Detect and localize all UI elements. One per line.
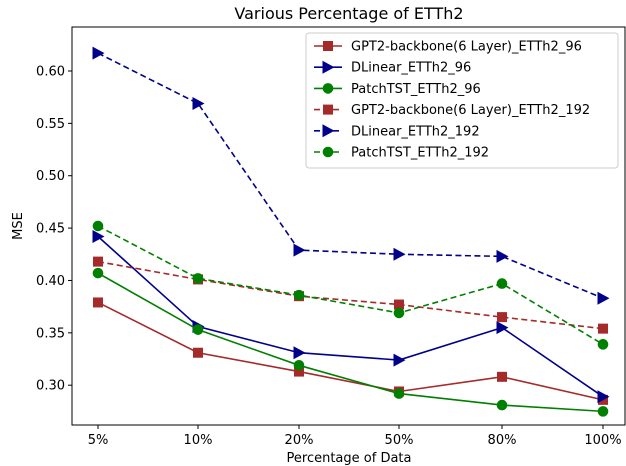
legend-item: PatchTST_ETTh2_96	[314, 82, 481, 97]
data-point	[497, 312, 507, 323]
data-point	[496, 321, 509, 335]
legend-item: GPT2-backbone(6 Layer)_ETTh2_96	[314, 40, 582, 55]
data-point	[394, 299, 404, 310]
data-point	[293, 243, 306, 257]
legend-item: GPT2-backbone(6 Layer)_ETTh2_192	[314, 103, 590, 118]
data-point	[597, 390, 610, 404]
data-point	[92, 220, 104, 232]
y-tick-label: 0.45	[36, 222, 65, 237]
data-point	[496, 399, 508, 411]
y-tick-label: 0.55	[36, 117, 65, 132]
data-point	[497, 371, 507, 382]
legend-marker	[322, 83, 334, 94]
series-3	[92, 267, 609, 417]
data-point	[393, 388, 405, 399]
x-axis: 5% 10% 20% 50% 80% 100%	[88, 425, 622, 448]
legend-item: DLinear_ETTh2_192	[314, 124, 480, 139]
y-tick-label: 0.30	[36, 379, 65, 394]
y-axis-label: MSE	[11, 212, 26, 240]
data-point	[393, 307, 405, 319]
data-point	[294, 366, 304, 377]
x-tick-label: 10%	[184, 433, 213, 448]
series-line	[97, 235, 604, 398]
legend-frame	[305, 32, 619, 169]
series-6	[92, 220, 609, 350]
data-point	[597, 406, 609, 417]
y-axis: 0.30 0.35 0.40 0.45 0.50 0.55 0.60	[36, 64, 72, 394]
data-point	[92, 267, 104, 279]
legend-marker	[322, 60, 335, 74]
data-point	[192, 273, 204, 284]
series-5	[92, 46, 610, 305]
series-line	[97, 225, 604, 346]
series-line	[97, 260, 604, 330]
series-layer	[92, 46, 610, 417]
legend-label: GPT2-backbone(6 Layer)_ETTh2_192	[351, 103, 590, 118]
data-point	[93, 297, 103, 308]
data-point	[293, 360, 305, 371]
legend-marker	[322, 124, 335, 138]
data-point	[293, 289, 305, 301]
legend-marker	[323, 104, 333, 115]
series-line	[97, 301, 604, 401]
data-point	[393, 247, 406, 261]
data-point	[597, 339, 609, 350]
data-point	[598, 323, 608, 334]
x-tick-label: 100%	[584, 433, 621, 448]
data-point	[496, 278, 508, 289]
data-point	[293, 346, 306, 360]
legend-label: PatchTST_ETTh2_192	[351, 146, 489, 161]
x-tick-label: 5%	[88, 433, 109, 448]
x-tick-label: 80%	[488, 433, 517, 448]
legend-label: PatchTST_ETTh2_96	[351, 82, 481, 97]
data-point	[597, 291, 610, 305]
x-tick-label: 50%	[385, 433, 414, 448]
data-point	[92, 229, 105, 243]
legend-label: DLinear_ETTh2_192	[351, 124, 480, 139]
legend-marker	[322, 146, 334, 158]
plot-area-frame	[71, 26, 626, 426]
data-point	[93, 256, 103, 267]
data-point	[193, 347, 203, 358]
data-point	[496, 249, 509, 263]
y-tick-label: 0.35	[36, 326, 65, 341]
legend-item: DLinear_ETTh2_96	[314, 61, 471, 76]
x-tick-label: 20%	[285, 433, 314, 448]
x-axis-label: Percentage of Data	[287, 451, 412, 466]
legend-label: GPT2-backbone(6 Layer)_ETTh2_96	[351, 40, 582, 55]
series-line	[97, 272, 604, 413]
legend: GPT2-backbone(6 Layer)_ETTh2_96 DLinear_E…	[305, 32, 619, 169]
y-tick-label: 0.60	[36, 64, 65, 79]
y-tick-label: 0.40	[36, 274, 65, 289]
data-point	[393, 353, 406, 367]
data-point	[192, 324, 204, 335]
series-2	[92, 229, 610, 404]
legend-marker	[323, 41, 333, 51]
legend-item: PatchTST_ETTh2_192	[314, 146, 489, 161]
y-tick-label: 0.50	[36, 169, 65, 184]
data-point	[92, 46, 105, 60]
data-point	[192, 96, 205, 110]
legend-label: DLinear_ETTh2_96	[351, 61, 471, 76]
chart-title: Various Percentage of ETTh2	[234, 4, 463, 23]
